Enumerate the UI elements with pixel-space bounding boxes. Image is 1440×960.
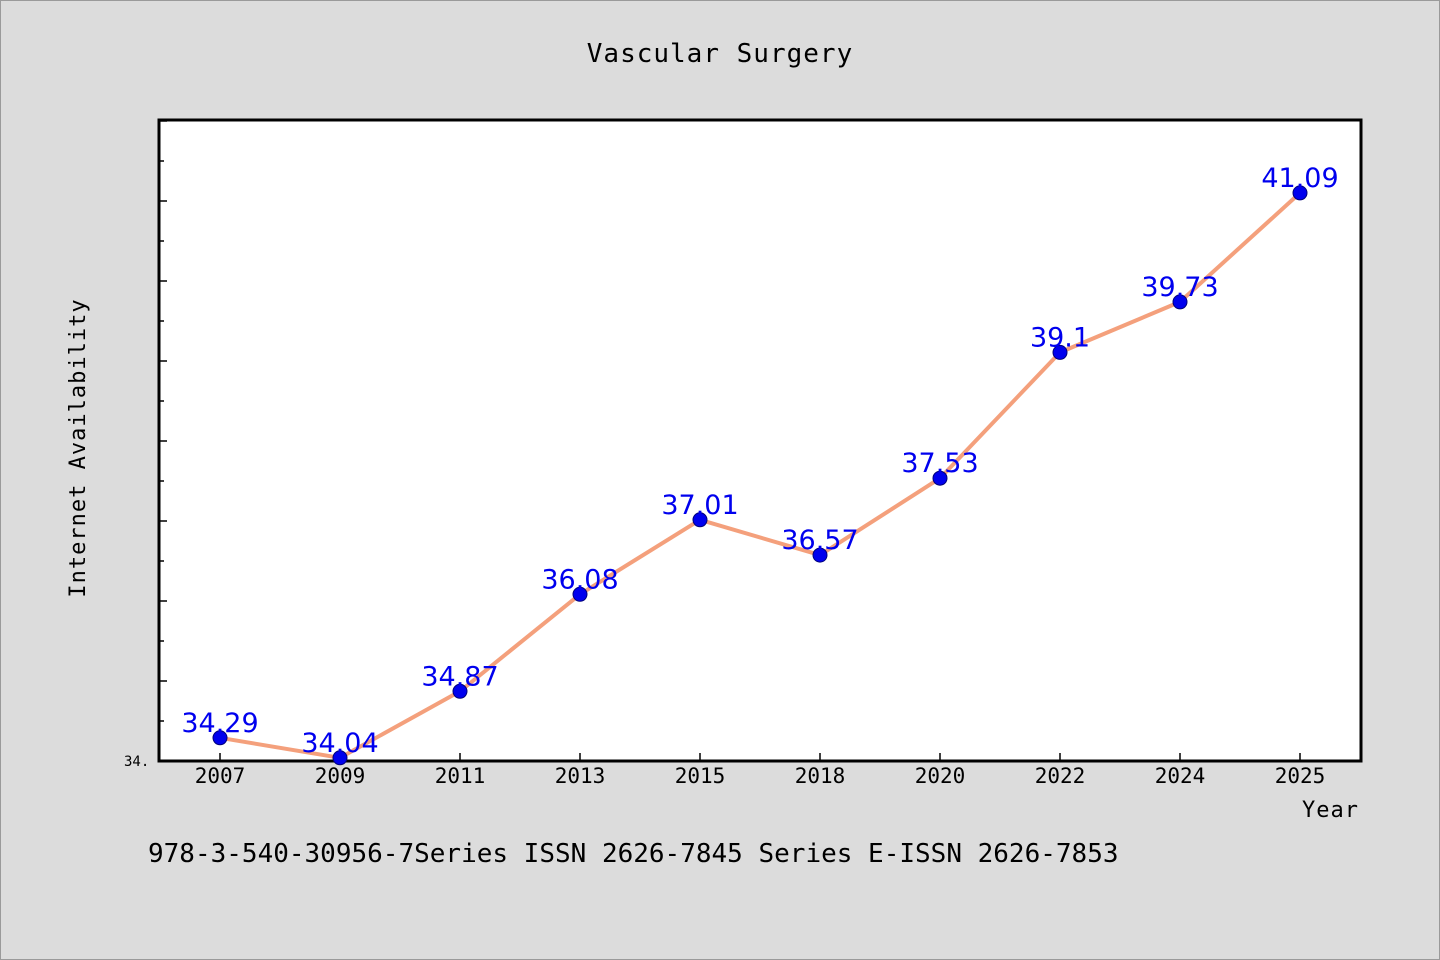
data-value-label: 41.09: [1261, 163, 1338, 194]
data-point-marker: [932, 470, 948, 486]
data-point-marker: [452, 683, 468, 699]
data-value-label: 34.29: [181, 708, 258, 739]
x-tick-label: 2020: [915, 764, 966, 788]
x-tick-label: 2022: [1035, 764, 1086, 788]
data-point-marker: [812, 547, 828, 563]
x-tick-label: 2015: [675, 764, 726, 788]
x-tick-label: 2018: [795, 764, 846, 788]
x-tick-label: 2024: [1155, 764, 1206, 788]
chart-title: Vascular Surgery: [587, 39, 853, 69]
x-tick-label: 2009: [315, 764, 366, 788]
y-axis-ticks: [159, 120, 167, 762]
data-point-marker: [692, 512, 708, 528]
footer-identifier-text: 978-3-540-30956-7Series ISSN 2626-7845 S…: [148, 839, 1119, 869]
x-axis-tick-labels: 2007 2009 2011 2013 2015 2018 2020 2022 2024 2025: [195, 764, 1326, 788]
x-axis-label: Year: [1302, 798, 1359, 823]
data-point-marker: [572, 586, 588, 602]
series-layer: 34.29 34.04 34.87 36.08 37.01 36.57 37.53 39.1 3…: [181, 163, 1339, 766]
data-point-marker: [332, 750, 348, 766]
data-value-label: 34.04: [301, 728, 378, 759]
plot-area: [157, 118, 1363, 763]
data-value-label: 34.87: [421, 661, 498, 692]
x-tick-label: 2025: [1275, 764, 1326, 788]
data-point-marker: [1172, 294, 1188, 310]
x-tick-label: 2013: [555, 764, 606, 788]
data-value-label: 39.73: [1141, 272, 1218, 303]
data-point-marker: [1052, 344, 1068, 360]
x-tick-label: 2011: [435, 764, 486, 788]
data-point-marker: [1292, 185, 1308, 201]
data-point-marker: [212, 730, 228, 746]
data-value-label: 39.1: [1030, 322, 1090, 353]
data-value-label: 37.53: [901, 448, 978, 479]
data-value-label: 36.08: [541, 564, 618, 595]
data-value-label: 36.57: [781, 525, 858, 556]
y-axis-label: Internet Availability: [66, 298, 91, 597]
series-line: [218, 190, 1302, 760]
y-tick-label: 34.: [124, 754, 149, 770]
x-tick-label: 2007: [195, 764, 246, 788]
data-value-label: 37.01: [661, 490, 738, 521]
